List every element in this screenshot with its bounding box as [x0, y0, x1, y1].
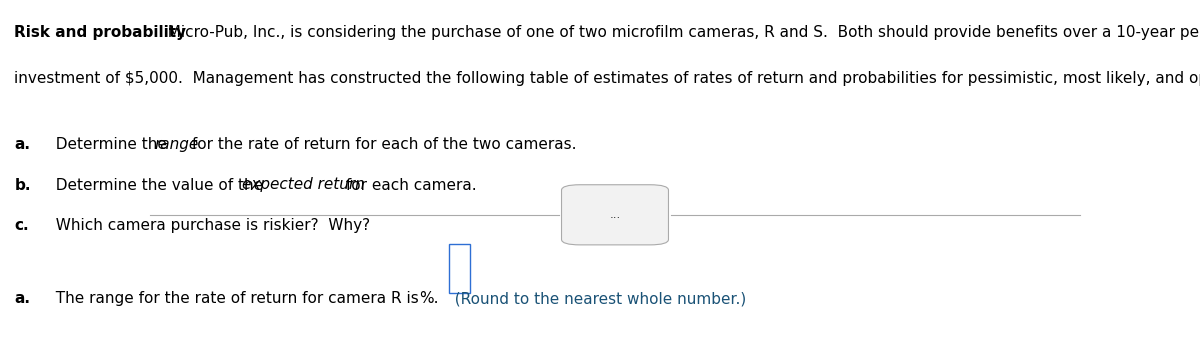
- Text: a.: a.: [14, 137, 30, 152]
- Text: c.: c.: [14, 218, 29, 233]
- Text: b.: b.: [14, 178, 31, 192]
- Text: for the rate of return for each of the two cameras.: for the rate of return for each of the t…: [187, 137, 576, 152]
- Text: for each camera.: for each camera.: [341, 178, 476, 192]
- Text: ...: ...: [610, 208, 620, 221]
- Text: Which camera purchase is riskier?  Why?: Which camera purchase is riskier? Why?: [46, 218, 370, 233]
- Text: a.: a.: [14, 291, 30, 306]
- Text: range: range: [154, 137, 198, 152]
- Text: investment of $5,000.  Management has constructed the following table of estimat: investment of $5,000. Management has con…: [14, 71, 1200, 86]
- Text: %.: %.: [419, 291, 438, 306]
- Text: The range for the rate of return for camera R is: The range for the rate of return for cam…: [46, 291, 419, 306]
- Text: expected return: expected return: [242, 178, 365, 192]
- Text: (Round to the nearest whole number.): (Round to the nearest whole number.): [445, 291, 746, 306]
- Text: Micro-Pub, Inc., is considering the purchase of one of two microfilm cameras, R : Micro-Pub, Inc., is considering the purc…: [158, 25, 1200, 40]
- Text: Risk and probability: Risk and probability: [14, 25, 186, 40]
- FancyBboxPatch shape: [562, 185, 668, 245]
- FancyBboxPatch shape: [450, 244, 470, 293]
- Text: Determine the: Determine the: [46, 137, 172, 152]
- Text: Determine the value of the: Determine the value of the: [46, 178, 268, 192]
